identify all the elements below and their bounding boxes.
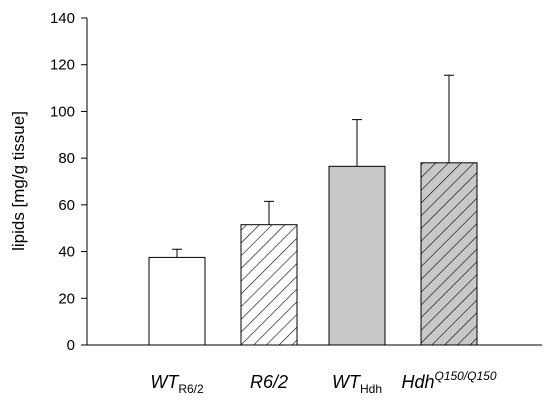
y-tick-label: 80	[58, 150, 75, 167]
category-label-4: HdhQ150/Q150	[401, 369, 496, 392]
category-label-2: R6/2	[250, 372, 288, 392]
category-label-main: Hdh	[401, 372, 434, 392]
bar-2	[240, 224, 298, 346]
error-bars	[172, 74, 454, 258]
y-tick-label: 120	[50, 57, 75, 74]
y-tick-label: 0	[67, 337, 75, 354]
bar-3	[328, 165, 386, 346]
y-tick-label: 60	[58, 197, 75, 214]
y-axis-label: lipids [mg/g tissue]	[9, 111, 28, 251]
bar-1	[148, 256, 206, 346]
category-label-subscript: R6/2	[178, 382, 204, 396]
bars	[148, 162, 478, 346]
category-label-1: WTR6/2	[150, 372, 204, 396]
category-label-3: WTHdh	[332, 372, 382, 396]
category-label-subscript: Hdh	[360, 382, 382, 396]
bar-4	[420, 162, 478, 346]
category-label-superscript: Q150/Q150	[434, 369, 496, 383]
category-label-main: WT	[332, 372, 362, 392]
y-axis: 0 20 40 60 80 100 120 140	[50, 10, 88, 354]
category-labels: WTR6/2 R6/2 WTHdh HdhQ150/Q150	[150, 369, 497, 396]
y-tick-label: 20	[58, 290, 75, 307]
y-tick-label: 100	[50, 103, 75, 120]
category-label-main: R6/2	[250, 372, 288, 392]
y-tick-label: 140	[50, 10, 75, 27]
category-label-main: WT	[150, 372, 180, 392]
y-tick-label: 40	[58, 244, 75, 261]
